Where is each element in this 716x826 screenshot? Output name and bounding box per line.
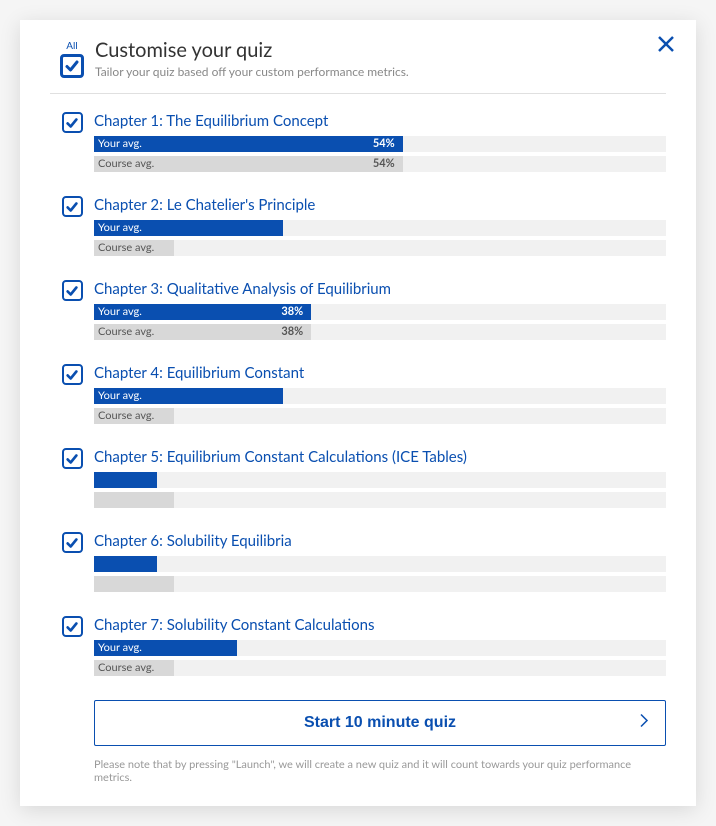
course-avg-label: Course avg. [98, 156, 154, 172]
chapter-row: Chapter 1: The Equilibrium Concept Your a… [50, 112, 666, 176]
course-avg-label: Course avg. [98, 660, 154, 676]
your-avg-bar: Your avg. [94, 220, 666, 236]
chapter-row: Chapter 4: Equilibrium Constant Your avg.… [50, 364, 666, 428]
start-quiz-button[interactable]: Start 10 minute quiz [94, 700, 666, 746]
customise-quiz-modal: All Customise your quiz Tailor your quiz… [20, 20, 696, 806]
course-avg-bar [94, 576, 666, 592]
modal-footer: Start 10 minute quiz Please note that by… [50, 700, 666, 784]
course-avg-bar: Course avg. [94, 240, 666, 256]
chapter-row: Chapter 7: Solubility Constant Calculati… [50, 616, 666, 680]
your-avg-label: Your avg. [98, 136, 142, 152]
all-label: All [66, 40, 77, 52]
course-avg-label: Course avg. [98, 324, 154, 340]
your-avg-label: Your avg. [98, 220, 142, 236]
chapter-title[interactable]: Chapter 5: Equilibrium Constant Calculat… [94, 448, 666, 466]
course-avg-bar: Course avg. [94, 660, 666, 676]
your-avg-bar: Your avg. 38% [94, 304, 666, 320]
chapter-checkbox[interactable] [62, 112, 83, 133]
modal-subtitle: Tailor your quiz based off your custom p… [95, 64, 666, 79]
chapter-title[interactable]: Chapter 4: Equilibrium Constant [94, 364, 666, 382]
chapter-row: Chapter 5: Equilibrium Constant Calculat… [50, 448, 666, 512]
your-avg-label: Your avg. [98, 640, 142, 656]
course-avg-label: Course avg. [98, 240, 154, 256]
course-avg-bar [94, 492, 666, 508]
check-icon [65, 620, 79, 634]
your-avg-pct: 54% [373, 136, 395, 152]
check-icon [64, 58, 80, 74]
course-avg-label: Course avg. [98, 408, 154, 424]
chapter-checkbox[interactable] [62, 616, 83, 637]
your-avg-bar: Your avg. [94, 640, 666, 656]
chapter-checkbox[interactable] [62, 448, 83, 469]
your-avg-bar [94, 556, 666, 572]
your-avg-label: Your avg. [98, 304, 142, 320]
chapter-title[interactable]: Chapter 3: Qualitative Analysis of Equil… [94, 280, 666, 298]
your-avg-pct: 38% [281, 304, 303, 320]
course-avg-pct: 54% [373, 156, 395, 172]
chapter-checkbox[interactable] [62, 280, 83, 301]
chapter-row: Chapter 3: Qualitative Analysis of Equil… [50, 280, 666, 344]
chapter-title[interactable]: Chapter 6: Solubility Equilibria [94, 532, 666, 550]
check-icon [65, 116, 79, 130]
check-icon [65, 452, 79, 466]
chapter-row: Chapter 6: Solubility Equilibria [50, 532, 666, 596]
chapter-list: Chapter 1: The Equilibrium Concept Your a… [50, 112, 666, 680]
chapter-row: Chapter 2: Le Chatelier's Principle Your … [50, 196, 666, 260]
your-avg-bar [94, 472, 666, 488]
close-icon [656, 34, 676, 54]
chapter-title[interactable]: Chapter 2: Le Chatelier's Principle [94, 196, 666, 214]
check-icon [65, 536, 79, 550]
chapter-checkbox[interactable] [62, 196, 83, 217]
chapter-title[interactable]: Chapter 1: The Equilibrium Concept [94, 112, 666, 130]
footer-note: Please note that by pressing "Launch", w… [94, 758, 666, 784]
modal-title: Customise your quiz [95, 38, 666, 62]
select-all-checkbox[interactable] [60, 54, 84, 78]
your-avg-bar: Your avg. [94, 388, 666, 404]
chapter-title[interactable]: Chapter 7: Solubility Constant Calculati… [94, 616, 666, 634]
course-avg-pct: 38% [281, 324, 303, 340]
chapter-checkbox[interactable] [62, 532, 83, 553]
check-icon [65, 284, 79, 298]
start-quiz-label: Start 10 minute quiz [304, 714, 456, 732]
chevron-right-icon [639, 713, 649, 734]
your-avg-bar: Your avg. 54% [94, 136, 666, 152]
chapter-checkbox[interactable] [62, 364, 83, 385]
check-icon [65, 200, 79, 214]
close-button[interactable] [656, 34, 676, 58]
modal-header: All Customise your quiz Tailor your quiz… [50, 38, 666, 94]
course-avg-bar: Course avg. 38% [94, 324, 666, 340]
course-avg-bar: Course avg. 54% [94, 156, 666, 172]
course-avg-bar: Course avg. [94, 408, 666, 424]
check-icon [65, 368, 79, 382]
your-avg-label: Your avg. [98, 388, 142, 404]
